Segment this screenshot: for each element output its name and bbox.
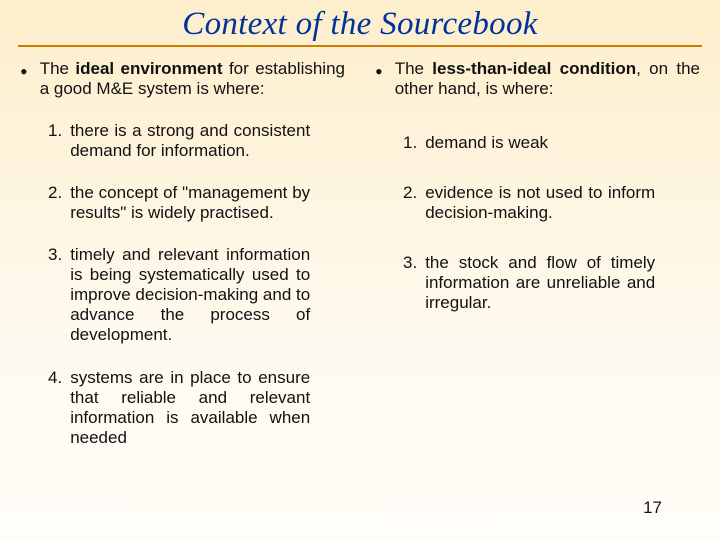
list-item: 2. the concept of "management by results…	[20, 183, 345, 223]
list-marker: 1.	[403, 133, 417, 153]
list-marker: 2.	[403, 183, 417, 203]
left-lead-row: • The ideal environment for establishing…	[20, 59, 345, 99]
bullet-dot-icon: •	[375, 61, 383, 83]
list-item: 1. there is a strong and consistent dema…	[20, 121, 345, 161]
slide-content: • The ideal environment for establishing…	[0, 47, 720, 470]
left-lead-bold: ideal environment	[75, 59, 222, 78]
right-column: • The less-than-ideal condition, on the …	[375, 59, 700, 470]
left-column: • The ideal environment for establishing…	[20, 59, 345, 470]
list-marker: 3.	[403, 253, 417, 273]
list-item: 1. demand is weak	[375, 133, 700, 153]
list-marker: 2.	[48, 183, 62, 203]
list-item: 2. evidence is not used to inform decisi…	[375, 183, 700, 223]
right-lead-pre: The	[395, 59, 433, 78]
right-lead-text: The less-than-ideal condition, on the ot…	[395, 59, 700, 99]
slide-title: Context of the Sourcebook	[0, 0, 720, 43]
right-list: 1. demand is weak 2. evidence is not use…	[375, 133, 700, 313]
left-lead-pre: The	[40, 59, 76, 78]
list-item: 4. systems are in place to ensure that r…	[20, 368, 345, 448]
list-item: 3. timely and relevant information is be…	[20, 245, 345, 345]
list-item: 3. the stock and flow of timely informat…	[375, 253, 700, 313]
right-lead-row: • The less-than-ideal condition, on the …	[375, 59, 700, 99]
left-list: 1. there is a strong and consistent dema…	[20, 121, 345, 448]
left-lead-text: The ideal environment for establishing a…	[40, 59, 345, 99]
page-number: 17	[643, 498, 662, 518]
list-text: timely and relevant information is being…	[70, 245, 310, 345]
right-lead-bold: less-than-ideal condition	[432, 59, 636, 78]
list-marker: 1.	[48, 121, 62, 141]
list-marker: 4.	[48, 368, 62, 388]
list-text: the concept of "management by results" i…	[70, 183, 310, 223]
list-text: systems are in place to ensure that reli…	[70, 368, 310, 448]
list-text: evidence is not used to inform decision-…	[425, 183, 655, 223]
list-text: there is a strong and consistent demand …	[70, 121, 310, 161]
list-marker: 3.	[48, 245, 62, 265]
bullet-dot-icon: •	[20, 61, 28, 83]
list-text: demand is weak	[425, 133, 548, 153]
list-text: the stock and flow of timely information…	[425, 253, 655, 313]
